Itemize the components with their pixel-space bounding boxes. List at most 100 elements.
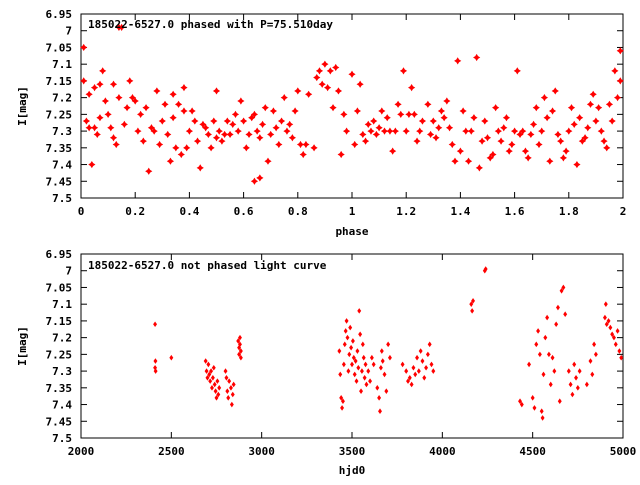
data-point <box>550 354 555 361</box>
data-point <box>378 364 383 371</box>
data-point <box>615 328 620 334</box>
x-tick-label: 0.8 <box>288 205 308 218</box>
data-point <box>238 341 242 348</box>
data-point <box>351 354 356 361</box>
data-point <box>237 344 242 351</box>
data-point <box>134 127 142 135</box>
data-point <box>340 405 345 411</box>
data-point <box>562 147 570 155</box>
x-tick-label: 2000 <box>68 445 95 458</box>
data-point <box>511 127 519 135</box>
data-point <box>231 110 240 118</box>
data-point <box>153 358 158 364</box>
data-point <box>429 361 434 368</box>
data-point <box>166 157 175 165</box>
data-point <box>142 104 150 112</box>
data-point <box>397 110 405 118</box>
data-point <box>382 371 387 378</box>
data-point <box>341 361 346 368</box>
data-point <box>380 358 385 364</box>
data-point <box>590 371 595 378</box>
data-point <box>310 144 318 152</box>
data-point <box>602 314 607 321</box>
data-point <box>150 127 158 135</box>
x-tick-label: 1.6 <box>505 205 525 218</box>
data-point <box>205 374 210 381</box>
data-point <box>85 90 93 98</box>
data-point <box>93 130 101 139</box>
data-point <box>88 160 96 169</box>
data-point <box>415 354 419 361</box>
data-point <box>291 107 299 115</box>
x-tick-label: 0.4 <box>179 205 199 218</box>
x-tick-label: 1 <box>349 205 356 218</box>
data-point <box>370 117 378 125</box>
data-point <box>359 388 363 394</box>
data-point <box>294 87 302 95</box>
data-point <box>592 117 600 125</box>
data-point <box>572 361 577 368</box>
data-point <box>426 130 435 139</box>
data-point <box>540 415 545 421</box>
data-point <box>608 117 616 125</box>
data-point <box>115 94 123 102</box>
data-point <box>174 100 183 108</box>
data-point <box>280 94 288 102</box>
data-point <box>448 140 456 149</box>
data-point <box>606 318 611 324</box>
data-point <box>101 97 109 105</box>
data-point <box>356 80 364 88</box>
data-point <box>440 114 448 122</box>
data-point <box>616 77 624 85</box>
x-tick-label: 4000 <box>429 445 456 458</box>
y-tick-label: 7.5 <box>52 432 72 445</box>
data-point <box>212 87 221 95</box>
data-point <box>608 324 613 331</box>
data-point <box>603 301 608 307</box>
data-point <box>375 385 380 391</box>
data-point <box>193 137 202 145</box>
y-axis-label: I[mag] <box>16 86 29 126</box>
data-point <box>454 57 462 65</box>
data-point <box>337 150 345 159</box>
y-tick-label: 7 <box>65 265 72 278</box>
data-point <box>350 338 355 344</box>
data-point <box>305 90 313 98</box>
data-point <box>462 127 470 135</box>
data-point <box>443 97 451 105</box>
data-point <box>425 351 430 358</box>
data-point <box>576 114 584 122</box>
data-point <box>505 147 513 155</box>
data-point <box>272 124 280 132</box>
data-point <box>372 130 380 139</box>
data-point <box>361 137 370 145</box>
data-point <box>561 284 566 291</box>
data-point <box>384 388 389 394</box>
data-point <box>240 117 248 125</box>
y-tick-label: 7.35 <box>46 142 73 155</box>
data-point <box>363 361 368 368</box>
data-point <box>204 368 209 374</box>
data-point <box>613 94 622 102</box>
data-point <box>389 147 397 155</box>
y-tick-label: 7.05 <box>46 281 73 294</box>
data-point <box>210 385 214 391</box>
data-point <box>355 348 360 354</box>
data-point <box>237 97 245 105</box>
data-point <box>185 127 193 135</box>
y-tick-label: 7.1 <box>52 58 72 71</box>
data-point <box>214 395 219 401</box>
data-point <box>546 351 551 358</box>
data-point <box>483 134 492 142</box>
data-point <box>527 130 535 139</box>
data-point <box>203 358 208 364</box>
data-point <box>215 378 220 384</box>
data-point <box>470 114 478 122</box>
data-point <box>413 371 418 378</box>
data-point <box>96 114 104 122</box>
data-point <box>238 334 242 341</box>
data-point <box>226 395 231 401</box>
data-point <box>137 110 145 118</box>
data-point <box>416 368 421 374</box>
